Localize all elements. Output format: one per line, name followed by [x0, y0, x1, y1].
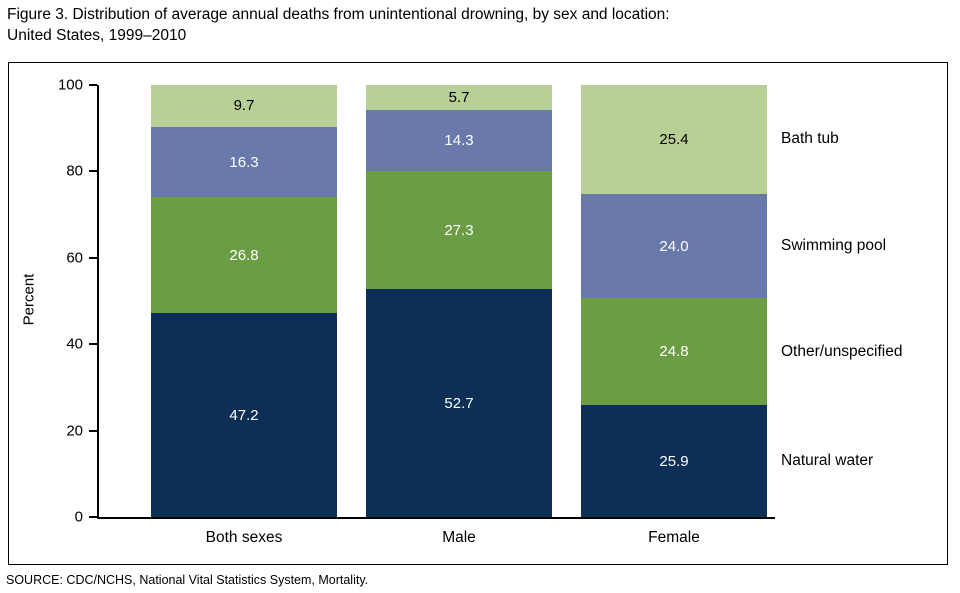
value-label: 24.8 — [659, 343, 689, 361]
bar-segment: 24.8 — [581, 298, 767, 406]
bar-segment: 26.8 — [151, 197, 337, 314]
value-label: 5.7 — [448, 88, 470, 106]
bar-segment: 16.3 — [151, 126, 337, 198]
y-axis-tick-label: 100 — [57, 76, 83, 94]
x-axis-category-label: Male — [442, 529, 476, 546]
value-label: 9.7 — [233, 97, 255, 115]
value-label: 25.4 — [659, 130, 689, 148]
y-axis-label: Percent — [20, 273, 38, 326]
value-label: 25.9 — [659, 452, 689, 470]
y-axis-tick — [89, 256, 97, 259]
bar-segment: 47.2 — [151, 313, 337, 517]
value-label: 52.7 — [444, 394, 474, 412]
source-note: SOURCE: CDC/NCHS, National Vital Statist… — [6, 573, 369, 587]
legend-label: Other/unspecified — [781, 342, 903, 360]
value-label: 26.8 — [229, 246, 259, 264]
bar-segment: 27.3 — [366, 171, 552, 290]
bar-segment: 14.3 — [366, 109, 552, 172]
chart-title: Figure 3. Distribution of average annual… — [7, 6, 670, 44]
y-axis-tick — [89, 343, 97, 346]
y-axis-tick — [89, 84, 97, 86]
y-axis-tick — [89, 516, 97, 518]
y-axis-tick-label: 20 — [66, 422, 83, 440]
legend-label: Bath tub — [781, 130, 839, 148]
chart-frame: Percent 0 20 40 60 80 100 47.2 26.8 16.3 9.7 Both … — [8, 62, 948, 565]
bar-segment: 25.4 — [581, 84, 767, 195]
value-label: 47.2 — [229, 406, 259, 424]
value-label: 16.3 — [229, 153, 259, 171]
value-label: 14.3 — [444, 132, 474, 150]
value-label: 27.3 — [444, 221, 474, 239]
y-axis-tick — [89, 170, 97, 173]
value-label: 24.0 — [659, 237, 689, 255]
y-axis-tick-label: 0 — [74, 508, 83, 526]
bar-segment: 25.9 — [581, 405, 767, 517]
legend-label: Swimming pool — [781, 237, 887, 255]
bar-segment: 5.7 — [366, 85, 552, 110]
y-axis-tick-label: 40 — [66, 335, 83, 353]
plot-area: 0 20 40 60 80 100 47.2 26.8 16.3 9.7 Both sexes 52.… — [58, 77, 903, 547]
bar-segment: 52.7 — [366, 289, 552, 517]
bar-segment: 24.0 — [581, 194, 767, 298]
bar-segment: 9.7 — [151, 85, 337, 127]
y-axis-tick-label: 60 — [66, 249, 83, 267]
y-axis-tick-label: 80 — [66, 162, 83, 180]
x-axis-category-label: Both sexes — [205, 529, 283, 546]
y-axis-tick — [89, 429, 97, 432]
legend-label: Natural water — [781, 452, 874, 470]
x-axis-category-label: Female — [648, 529, 700, 546]
